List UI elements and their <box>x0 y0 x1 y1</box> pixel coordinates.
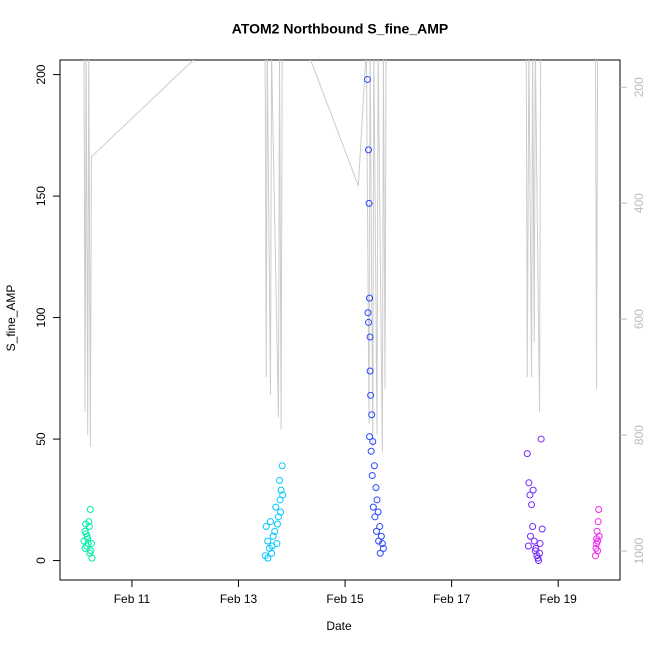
data-point <box>594 518 602 526</box>
data-point <box>526 532 534 540</box>
data-point <box>528 501 536 509</box>
plot-frame <box>59 59 621 581</box>
data-point <box>372 484 380 492</box>
data-point <box>369 437 377 445</box>
x-tick-label: Feb 13 <box>220 592 258 606</box>
data-point <box>86 506 94 514</box>
data-point <box>367 391 375 399</box>
y2-tick-label: 800 <box>632 425 646 445</box>
data-point <box>363 75 371 83</box>
data-point <box>375 537 383 545</box>
data-point <box>537 435 545 443</box>
x-tick-label: Feb 19 <box>540 592 578 606</box>
data-point <box>277 508 285 516</box>
data-point <box>278 462 286 470</box>
plot-area <box>80 60 603 565</box>
data-point <box>524 542 532 550</box>
data-point <box>529 523 537 531</box>
data-point <box>85 523 93 531</box>
data-point <box>269 532 277 540</box>
data-point <box>86 549 94 557</box>
data-point <box>272 503 280 511</box>
data-point <box>523 450 531 458</box>
data-point <box>372 527 380 535</box>
data-point <box>366 367 374 375</box>
data-point <box>594 547 602 555</box>
data-point <box>531 547 539 555</box>
data-point <box>81 544 89 552</box>
data-point <box>266 518 274 526</box>
x-tick-label: Feb 11 <box>114 592 151 606</box>
data-point <box>376 549 384 557</box>
data-point <box>368 472 376 480</box>
data-point <box>271 527 279 535</box>
data-point <box>277 486 285 494</box>
data-point <box>268 542 276 550</box>
data-point <box>530 537 538 545</box>
y-tick-label: 200 <box>34 64 48 84</box>
data-point <box>370 462 378 470</box>
data-point <box>365 199 373 207</box>
data-point <box>262 523 270 531</box>
data-point <box>538 525 546 533</box>
data-point <box>84 535 92 543</box>
data-point <box>595 532 603 540</box>
data-point <box>264 554 272 562</box>
data-point <box>529 486 537 494</box>
data-point <box>85 518 93 526</box>
data-point <box>525 479 533 487</box>
data-point <box>378 540 386 548</box>
data-point <box>369 503 377 511</box>
y-tick-label: 100 <box>34 307 48 327</box>
data-point <box>365 146 373 154</box>
data-point <box>365 318 373 326</box>
data-point <box>526 491 534 499</box>
y-axis-label: S_fine_AMP <box>4 285 18 352</box>
y2-tick-label: 400 <box>632 193 646 213</box>
data-point <box>366 333 374 341</box>
data-point <box>379 544 387 552</box>
data-point <box>595 506 603 514</box>
data-point <box>374 508 382 516</box>
y2-tick-label: 1000 <box>632 537 646 564</box>
x-tick-label: Feb 15 <box>326 592 364 606</box>
data-point <box>82 530 90 538</box>
data-point <box>593 540 601 548</box>
x-axis-label: Date <box>326 619 352 633</box>
data-point <box>536 540 544 548</box>
chart-title: ATOM2 Northbound S_fine_AMP <box>232 21 448 37</box>
data-point <box>84 540 92 548</box>
data-point <box>276 476 284 484</box>
y-tick-label: 150 <box>34 186 48 206</box>
y-tick-label: 50 <box>34 432 48 446</box>
data-point <box>279 491 287 499</box>
y2-tick-label: 200 <box>632 77 646 97</box>
data-point <box>366 433 374 441</box>
data-point <box>371 513 379 521</box>
x-tick-label: Feb 17 <box>433 592 471 606</box>
data-point <box>87 540 95 548</box>
data-point <box>268 549 276 557</box>
data-point <box>376 523 384 531</box>
data-point <box>368 411 376 419</box>
data-point <box>264 537 272 545</box>
data-point <box>534 557 542 565</box>
data-point <box>273 520 281 528</box>
y-tick-label: 0 <box>34 557 48 564</box>
data-point <box>367 447 375 455</box>
depth-line <box>83 60 599 453</box>
data-point <box>366 294 374 302</box>
y2-tick-label: 600 <box>632 309 646 329</box>
data-point <box>373 496 381 504</box>
data-point <box>364 309 372 317</box>
